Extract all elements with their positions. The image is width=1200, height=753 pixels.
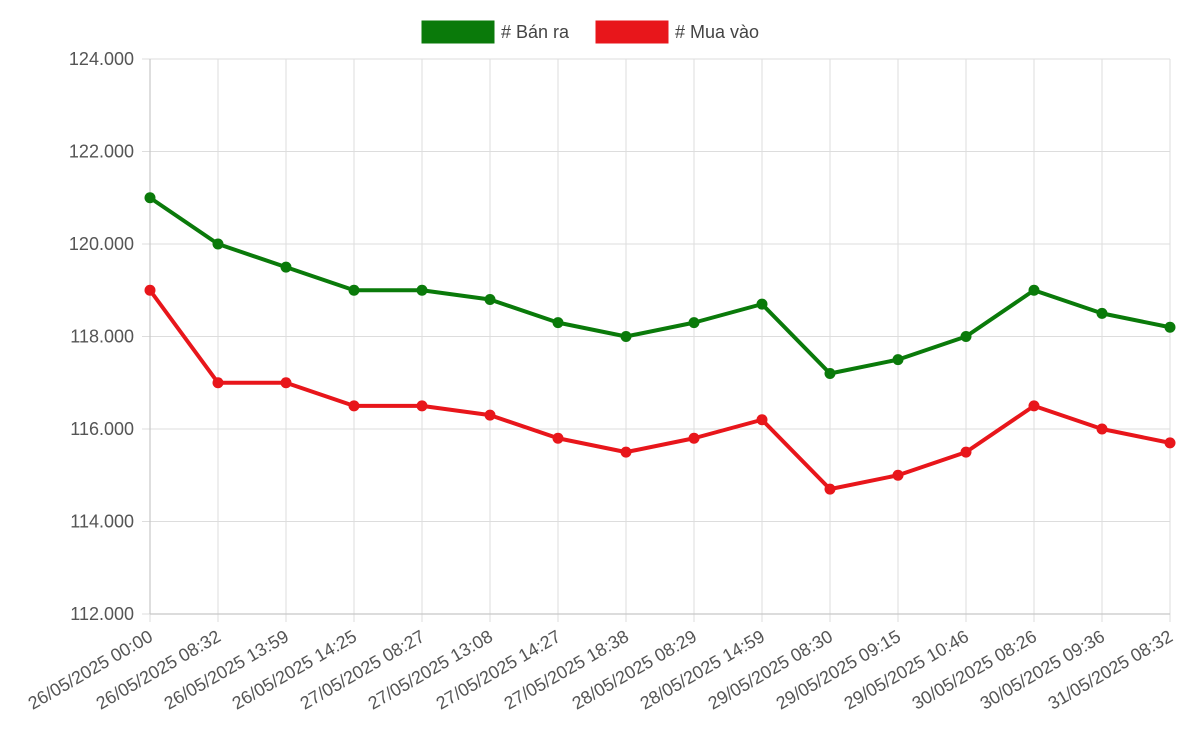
x-tick-label: 26/05/2025 14:25 xyxy=(229,626,360,713)
x-tick-label: 29/05/2025 09:15 xyxy=(773,626,904,713)
data-point[interactable] xyxy=(1028,400,1040,412)
data-point[interactable] xyxy=(484,409,496,421)
data-point[interactable] xyxy=(280,261,292,273)
data-point[interactable] xyxy=(688,317,700,329)
data-point[interactable] xyxy=(756,414,768,426)
data-point[interactable] xyxy=(416,284,428,296)
data-point[interactable] xyxy=(756,298,768,310)
data-point[interactable] xyxy=(960,446,972,458)
data-point[interactable] xyxy=(1028,284,1040,296)
legend-item[interactable]: # Mua vào xyxy=(594,19,759,45)
series-mua-vao xyxy=(144,284,1176,495)
data-point[interactable] xyxy=(144,284,156,296)
series-line xyxy=(148,288,1172,492)
x-tick-label: 29/05/2025 08:30 xyxy=(705,626,836,713)
data-point[interactable] xyxy=(620,331,632,342)
y-axis: 112.000 114.000 116.000 118.000 120.000 122.0… xyxy=(69,49,151,624)
data-point[interactable] xyxy=(960,331,972,342)
chart-grid xyxy=(142,58,1171,622)
y-tick-label: 114.000 xyxy=(70,512,134,532)
legend-item[interactable]: # Bán ra xyxy=(420,19,570,45)
data-point[interactable] xyxy=(824,368,836,379)
y-tick-label: 116.000 xyxy=(70,419,134,439)
data-point[interactable] xyxy=(824,483,836,495)
y-tick-label: 124.000 xyxy=(69,49,134,69)
x-tick-label: 31/05/2025 08:32 xyxy=(1045,626,1176,713)
legend-label: # Mua vào xyxy=(675,22,759,42)
chart-series xyxy=(144,192,1176,495)
data-point[interactable] xyxy=(348,284,360,296)
series-line xyxy=(148,195,1172,376)
x-tick-label: 27/05/2025 14:27 xyxy=(433,626,564,713)
data-point[interactable] xyxy=(1096,423,1108,435)
legend-swatch xyxy=(420,19,496,45)
data-point[interactable] xyxy=(1164,437,1176,449)
x-tick-label: 26/05/2025 00:00 xyxy=(25,626,156,713)
y-tick-label: 118.000 xyxy=(70,327,134,347)
data-point[interactable] xyxy=(1096,307,1108,319)
x-tick-label: 27/05/2025 08:27 xyxy=(297,626,428,713)
data-point[interactable] xyxy=(144,192,156,204)
data-point[interactable] xyxy=(416,400,428,412)
x-tick-label: 29/05/2025 10:46 xyxy=(841,626,972,713)
data-point[interactable] xyxy=(212,377,224,389)
data-point[interactable] xyxy=(892,354,904,366)
x-tick-label: 28/05/2025 14:59 xyxy=(637,626,768,713)
x-tick-label: 27/05/2025 13:08 xyxy=(365,626,496,713)
x-tick-label: 28/05/2025 08:29 xyxy=(569,626,700,713)
data-point[interactable] xyxy=(620,446,632,458)
legend-swatch xyxy=(594,19,670,45)
chart-legend: # Bán ra # Mua vào xyxy=(420,19,759,45)
data-point[interactable] xyxy=(552,317,564,329)
series-ban-ra xyxy=(144,192,1176,379)
data-point[interactable] xyxy=(348,400,360,412)
data-point[interactable] xyxy=(280,377,292,389)
data-point[interactable] xyxy=(212,238,224,250)
data-point[interactable] xyxy=(484,294,496,305)
legend-label: # Bán ra xyxy=(501,22,570,42)
y-tick-label: 112.000 xyxy=(70,604,134,624)
y-tick-label: 120.000 xyxy=(69,234,134,254)
data-point[interactable] xyxy=(688,432,700,444)
x-tick-label: 30/05/2025 08:26 xyxy=(909,626,1040,713)
data-point[interactable] xyxy=(1164,321,1176,333)
x-tick-label: 30/05/2025 09:36 xyxy=(977,626,1108,713)
x-tick-label: 27/05/2025 18:38 xyxy=(501,626,632,713)
y-tick-label: 122.000 xyxy=(69,142,134,162)
x-tick-label: 26/05/2025 13:59 xyxy=(161,626,292,713)
x-tick-label: 26/05/2025 08:32 xyxy=(93,626,224,713)
data-point[interactable] xyxy=(552,432,564,444)
data-point[interactable] xyxy=(892,469,904,481)
